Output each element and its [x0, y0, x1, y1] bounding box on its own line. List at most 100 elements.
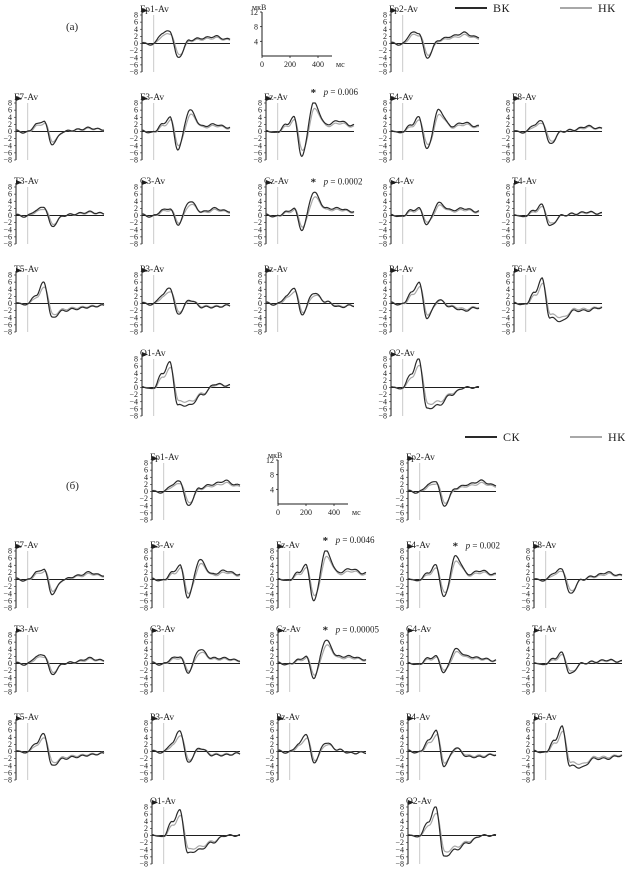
series-line-group1: [151, 809, 241, 854]
y-tick-label: 6: [144, 466, 148, 475]
series-line-group1: [265, 102, 355, 158]
series-line-group2: [408, 733, 497, 764]
y-tick-label: 0: [383, 299, 387, 308]
y-tick-label: 8: [258, 99, 262, 108]
electrode-label: P4-Av: [406, 713, 430, 723]
electrode-label: Fp1-Av: [150, 453, 179, 463]
y-tick-label: 6: [383, 190, 387, 199]
flag-icon: [534, 716, 540, 721]
y-tick-label: −4: [139, 673, 148, 682]
scale-y-tick-label: 12: [250, 8, 258, 17]
y-tick-label: 0: [134, 39, 138, 48]
series-line-group2: [141, 366, 231, 403]
scale-y-tick-label: 4: [254, 37, 258, 46]
y-tick-label: 2: [144, 652, 148, 661]
y-tick-label: 0: [144, 487, 148, 496]
y-tick-label: 6: [134, 18, 138, 27]
flag-icon: [408, 456, 414, 461]
y-tick-label: −4: [378, 313, 387, 322]
series-line-group2: [16, 286, 105, 316]
y-tick-label: −4: [139, 501, 148, 510]
y-tick-label: 4: [8, 645, 12, 654]
series-line-group1: [533, 651, 622, 675]
y-tick-label: −2: [139, 838, 148, 847]
y-tick-label: −4: [501, 225, 510, 234]
flag-icon: [16, 96, 22, 101]
scale-y-tick-label: 12: [266, 456, 274, 465]
y-tick-label: −8: [139, 688, 148, 697]
flag-icon: [514, 268, 520, 273]
y-tick-label: 0: [8, 211, 12, 220]
y-tick-label: −2: [501, 134, 510, 143]
y-tick-label: −6: [253, 232, 262, 241]
y-tick-label: 4: [270, 645, 274, 654]
y-tick-label: −6: [378, 404, 387, 413]
flag-icon: [514, 96, 520, 101]
y-tick-label: 4: [270, 561, 274, 570]
y-tick-label: 0: [258, 299, 262, 308]
y-tick-label: −2: [521, 582, 530, 591]
y-tick-label: −8: [378, 156, 387, 165]
flag-icon: [152, 544, 158, 549]
series-line-group1: [513, 119, 603, 144]
y-tick-label: 8: [8, 547, 12, 556]
y-tick-label: −6: [139, 508, 148, 517]
series-line-group1: [407, 479, 497, 507]
p-value-label: p = 0.0046: [335, 535, 375, 545]
y-tick-label: −6: [139, 768, 148, 777]
flag-icon: [278, 544, 284, 549]
y-tick-label: 4: [383, 113, 387, 122]
electrode-label: Fp1-Av: [140, 5, 169, 15]
electrode-label: O1-Av: [140, 349, 166, 359]
scale-x-unit: мс: [336, 60, 345, 69]
y-tick-label: −6: [129, 60, 138, 69]
y-tick-label: 8: [258, 271, 262, 280]
y-tick-label: 0: [526, 575, 530, 584]
legend: ВК НК: [455, 1, 616, 15]
electrode-label: P4-Av: [389, 265, 413, 275]
flag-icon: [408, 544, 414, 549]
y-tick-label: −2: [129, 46, 138, 55]
y-tick-label: 6: [526, 726, 530, 735]
y-tick-label: −2: [265, 754, 274, 763]
y-tick-label: 8: [383, 355, 387, 364]
scale-x-tick-label: 400: [328, 508, 340, 517]
y-tick-label: 8: [526, 719, 530, 728]
y-tick-label: −4: [253, 141, 262, 150]
y-tick-label: 2: [144, 480, 148, 489]
electrode-label: Fz-Av: [264, 93, 288, 103]
y-tick-label: 4: [400, 645, 404, 654]
electrode-label: T3-Av: [14, 177, 39, 187]
y-tick-label: −6: [395, 680, 404, 689]
y-tick-label: −8: [501, 240, 510, 249]
series-line-group1: [142, 287, 231, 315]
y-tick-label: 0: [144, 659, 148, 668]
y-tick-label: −8: [129, 412, 138, 421]
electrode-label: Cz-Av: [276, 625, 301, 635]
scale-x-tick-label: 200: [300, 508, 312, 517]
electrode-label: C3-Av: [150, 625, 175, 635]
y-tick-label: −4: [139, 761, 148, 770]
y-tick-label: 0: [8, 659, 12, 668]
y-tick-label: −8: [395, 604, 404, 613]
y-tick-label: 2: [8, 292, 12, 301]
y-tick-label: −8: [253, 156, 262, 165]
y-tick-label: 2: [134, 32, 138, 41]
series-line-group2: [265, 290, 355, 314]
legend: СК НК: [465, 430, 626, 444]
flag-icon: [391, 352, 397, 357]
flag-icon: [152, 716, 158, 721]
y-tick-label: 2: [400, 568, 404, 577]
y-tick-label: 0: [270, 659, 274, 668]
series-line-group1: [16, 206, 105, 228]
y-tick-label: 8: [134, 271, 138, 280]
y-tick-label: 0: [383, 211, 387, 220]
